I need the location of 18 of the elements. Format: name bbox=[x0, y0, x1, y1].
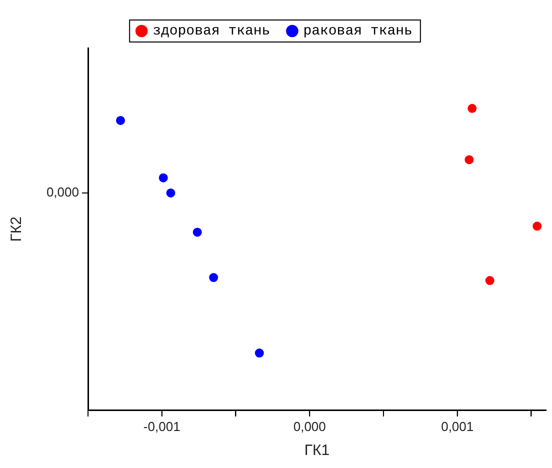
text: 0,000 bbox=[46, 184, 79, 200]
point bbox=[209, 273, 218, 282]
x-tick-label: 0,000 bbox=[293, 418, 326, 434]
point bbox=[485, 276, 494, 286]
point bbox=[166, 188, 176, 198]
x-tick-label: -0,001 bbox=[143, 418, 180, 434]
point bbox=[532, 222, 542, 231]
legend-label: здоровая ткань bbox=[152, 24, 270, 40]
legend-label: раковая ткань bbox=[303, 24, 412, 40]
x-axis-title: ГК1 bbox=[304, 442, 330, 460]
point bbox=[468, 104, 477, 113]
point bbox=[192, 228, 202, 237]
point bbox=[254, 348, 264, 358]
y-axis-title: ГК2 bbox=[8, 216, 26, 242]
point bbox=[158, 173, 168, 182]
point bbox=[116, 116, 126, 125]
x-tick-label: 0,001 bbox=[441, 418, 474, 434]
point bbox=[464, 155, 474, 164]
